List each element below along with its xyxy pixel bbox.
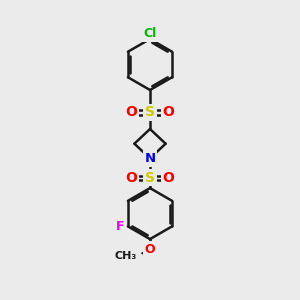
Text: S: S	[145, 171, 155, 184]
Text: O: O	[163, 106, 175, 119]
Text: O: O	[125, 106, 137, 119]
Text: CH₃: CH₃	[114, 251, 136, 261]
Text: F: F	[116, 220, 124, 233]
Text: Cl: Cl	[143, 27, 157, 40]
Text: O: O	[125, 171, 137, 184]
Text: N: N	[144, 152, 156, 165]
Text: O: O	[163, 171, 175, 184]
Text: S: S	[145, 106, 155, 119]
Text: O: O	[145, 243, 155, 256]
